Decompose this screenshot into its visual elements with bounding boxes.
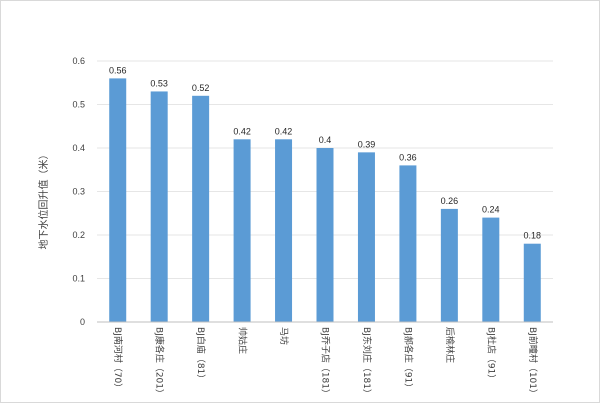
bar	[399, 165, 417, 322]
data-label: 0.24	[482, 205, 500, 215]
bars	[109, 78, 541, 323]
bar	[275, 139, 293, 322]
data-labels: 0.56 0.53 0.52 0.42 0.42 0.4 0.39 0.36 0.26 0.24 0…	[109, 65, 541, 240]
bar	[109, 78, 127, 323]
category-label: BJ东刘庄（181）	[361, 327, 373, 398]
y-tick-label: 0.3	[72, 187, 85, 197]
bar	[192, 95, 210, 322]
data-label: 0.39	[358, 139, 376, 149]
data-label: 0.42	[275, 126, 293, 136]
bar	[357, 152, 375, 322]
y-tick-label: 0.2	[72, 230, 85, 240]
y-axis-ticks: 0 0.1 0.2 0.3 0.4 0.5 0.6	[72, 56, 85, 327]
category-label: BJ南河村（70）	[112, 327, 124, 392]
bar	[440, 208, 458, 322]
data-label: 0.4	[319, 135, 332, 145]
category-label: BJ白庙（81）	[195, 327, 207, 383]
category-label: 后榆林庄	[444, 327, 456, 363]
category-label: 马坊	[278, 327, 290, 345]
bar	[150, 91, 168, 322]
category-label: BJ前疃村（101）	[527, 327, 539, 398]
data-label: 0.42	[233, 126, 251, 136]
bar	[523, 243, 541, 322]
y-tick-label: 0.6	[72, 56, 85, 66]
bar	[482, 217, 500, 322]
data-label: 0.53	[150, 78, 168, 88]
y-tick-label: 0.5	[72, 100, 85, 110]
category-label: 帅姑庄	[237, 327, 249, 354]
data-label: 0.56	[109, 65, 127, 75]
data-label: 0.18	[524, 231, 542, 241]
y-tick-label: 0	[80, 317, 85, 327]
y-tick-label: 0.4	[72, 143, 85, 153]
category-label: BJ乔子店（181）	[320, 327, 332, 398]
y-axis-title: 地下水位回升值（米）	[37, 150, 50, 250]
category-label: BJ郝各庄（91）	[402, 327, 414, 392]
data-label: 0.26	[441, 196, 459, 206]
bar	[316, 148, 334, 322]
data-label: 0.52	[192, 83, 210, 93]
category-labels: BJ南河村（70） BJ康各庄（201） BJ白庙（81） 帅姑庄 马坊 BJ乔子店（18…	[112, 327, 539, 398]
category-label: BJ杜店（91）	[485, 327, 497, 383]
y-tick-label: 0.1	[72, 274, 85, 284]
bar	[233, 139, 251, 322]
data-label: 0.36	[399, 152, 417, 162]
category-label: BJ康各庄（201）	[154, 327, 166, 398]
